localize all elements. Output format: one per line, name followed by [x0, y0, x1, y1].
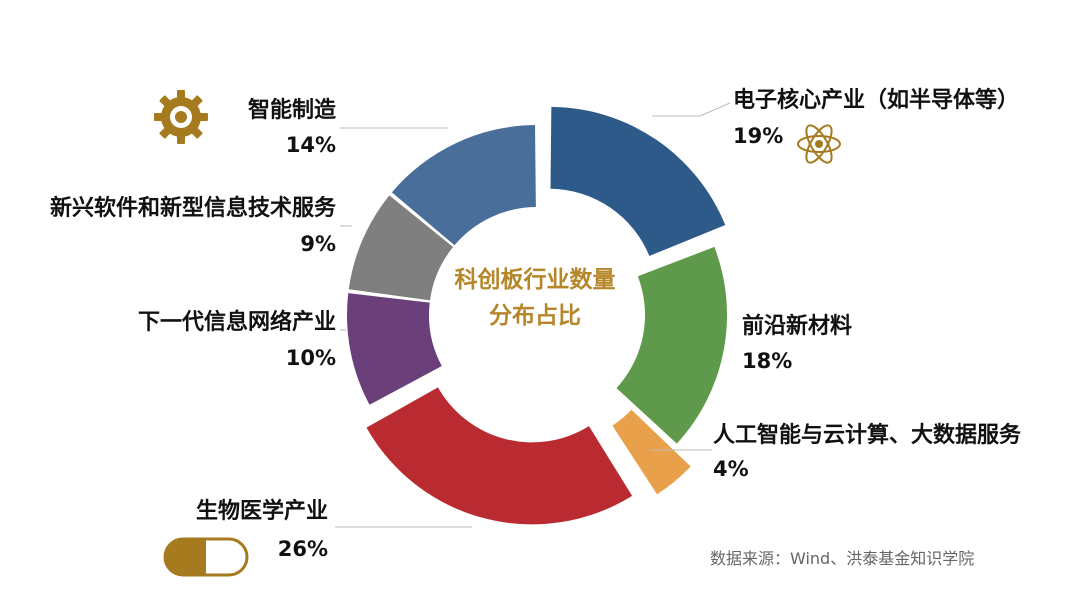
source-note: 数据来源：Wind、洪泰基金知识学院: [710, 549, 975, 568]
chart-title-line-2: 分布占比: [489, 303, 581, 329]
chart-title-line-1: 科创板行业数量: [454, 267, 616, 293]
slice-biomed: [366, 387, 633, 525]
value-ai-cloud: 4%: [713, 457, 749, 481]
leader-line: [652, 102, 731, 117]
label-biomed: 生物医学产业: [195, 499, 328, 524]
value-materials: 18%: [742, 349, 793, 373]
label-next-gen-network: 下一代信息网络产业: [137, 310, 336, 335]
slice-ai-cloud: [612, 409, 691, 495]
chart-title: 科创板行业数量 分布占比: [420, 262, 650, 334]
value-biomed: 26%: [277, 537, 328, 561]
label-manufacturing: 智能制造: [247, 98, 336, 123]
donut-slices: [347, 106, 728, 525]
slice-software-it: [348, 195, 454, 301]
value-next-gen-network: 10%: [285, 346, 336, 370]
label-materials: 前沿新材料: [742, 314, 853, 339]
leader-lines: [335, 102, 731, 528]
value-software-it: 9%: [300, 232, 336, 256]
label-software-it: 新兴软件和新型信息技术服务: [49, 196, 336, 221]
label-electronics: 电子核心产业（如半导体等）: [733, 88, 1020, 113]
gear-icon: [154, 90, 208, 144]
value-electronics: 19%: [733, 124, 784, 148]
slice-materials: [616, 246, 728, 444]
slice-next-gen-network: [347, 293, 442, 405]
capsule-icon: [163, 537, 249, 577]
value-manufacturing: 14%: [285, 133, 336, 157]
slice-manufacturing: [391, 125, 536, 246]
slice-electronics: [550, 106, 726, 256]
atom-icon: [797, 124, 841, 164]
label-ai-cloud: 人工智能与云计算、大数据服务: [713, 423, 1022, 448]
